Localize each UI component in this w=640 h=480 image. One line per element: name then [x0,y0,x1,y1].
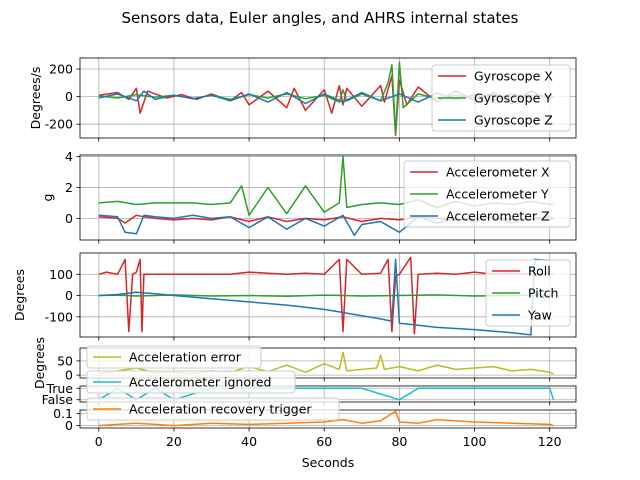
x-tick-label: 100 [463,434,487,449]
y-tick-label: 0 [65,211,73,226]
legend: Gyroscope X Gyroscope Y Gyroscope Z [431,64,571,132]
y-axis-label: Degrees [12,269,27,321]
y-tick-label: 100 [49,267,73,282]
legend-label: Gyroscope Y [474,91,552,106]
legend-label: Roll [528,264,551,279]
legend-label: Acceleration recovery trigger [129,402,312,417]
series-line [98,410,554,427]
y-tick-label: 0 [65,418,73,433]
legend: Acceleration recovery trigger [86,397,340,421]
x-tick-label: 20 [166,434,182,449]
legend: Roll Pitch Yaw [485,259,571,327]
y-axis-label: g [40,194,55,202]
y-tick-label: 200 [49,62,73,77]
legend: Accelerometer X Accelerometer Y Accelerome… [403,160,571,228]
axes-frame [79,347,577,379]
y-tick-label: 2 [65,180,73,195]
legend-label: Accelerometer Z [446,209,550,224]
y-tick-label: 50 [57,353,73,368]
axes-frame [79,252,577,338]
legend-box [431,64,571,132]
legend: Acceleration error [86,345,262,369]
y-tick-label: 0.1 [53,406,73,421]
y-tick-label: False [42,392,74,407]
legend-box [485,259,571,327]
x-tick-label: 60 [316,434,332,449]
legend-label: Pitch [528,286,558,301]
legend-label: Gyroscope X [474,69,553,84]
legend-label: Accelerometer ignored [129,375,271,390]
y-tick-label: 0 [65,368,73,383]
y-tick-label: 0 [65,89,73,104]
legend-label: Accelerometer X [446,165,550,180]
legend-label: Accelerometer Y [446,187,549,202]
x-tick-label: 40 [241,434,257,449]
legend-label: Gyroscope Z [474,113,553,128]
x-tick-label: 80 [391,434,407,449]
chart-title: Sensors data, Euler angles, and AHRS int… [122,9,519,27]
legend-box [86,397,340,421]
legend: Accelerometer ignored [86,370,296,394]
x-axis-label: Seconds [302,455,355,470]
y-tick-label: -100 [45,309,73,324]
series-line [98,256,554,335]
y-tick-label: True [45,381,73,396]
y-axis-label: Degrees [32,337,47,389]
panel-acceleration-error: 050 Degrees Acceleration error [32,337,577,389]
axes-frame [79,57,577,139]
x-tick-label: 120 [538,434,562,449]
panel-euler: -100 0 100 Degrees Roll Pitch Yaw [12,252,577,341]
y-tick-label: 0 [65,288,73,303]
x-tick-label: 0 [95,434,103,449]
legend-label: Yaw [527,308,552,323]
legend-box [403,160,571,228]
legend-box [86,345,262,369]
legend-label: Acceleration error [129,350,242,365]
y-axis-label: Degrees/s [28,67,43,130]
series-line [98,258,554,336]
axes-frame [79,154,577,241]
y-tick-label: 4 [65,149,73,164]
y-tick-label: -200 [45,117,73,132]
legend-box [86,370,296,394]
